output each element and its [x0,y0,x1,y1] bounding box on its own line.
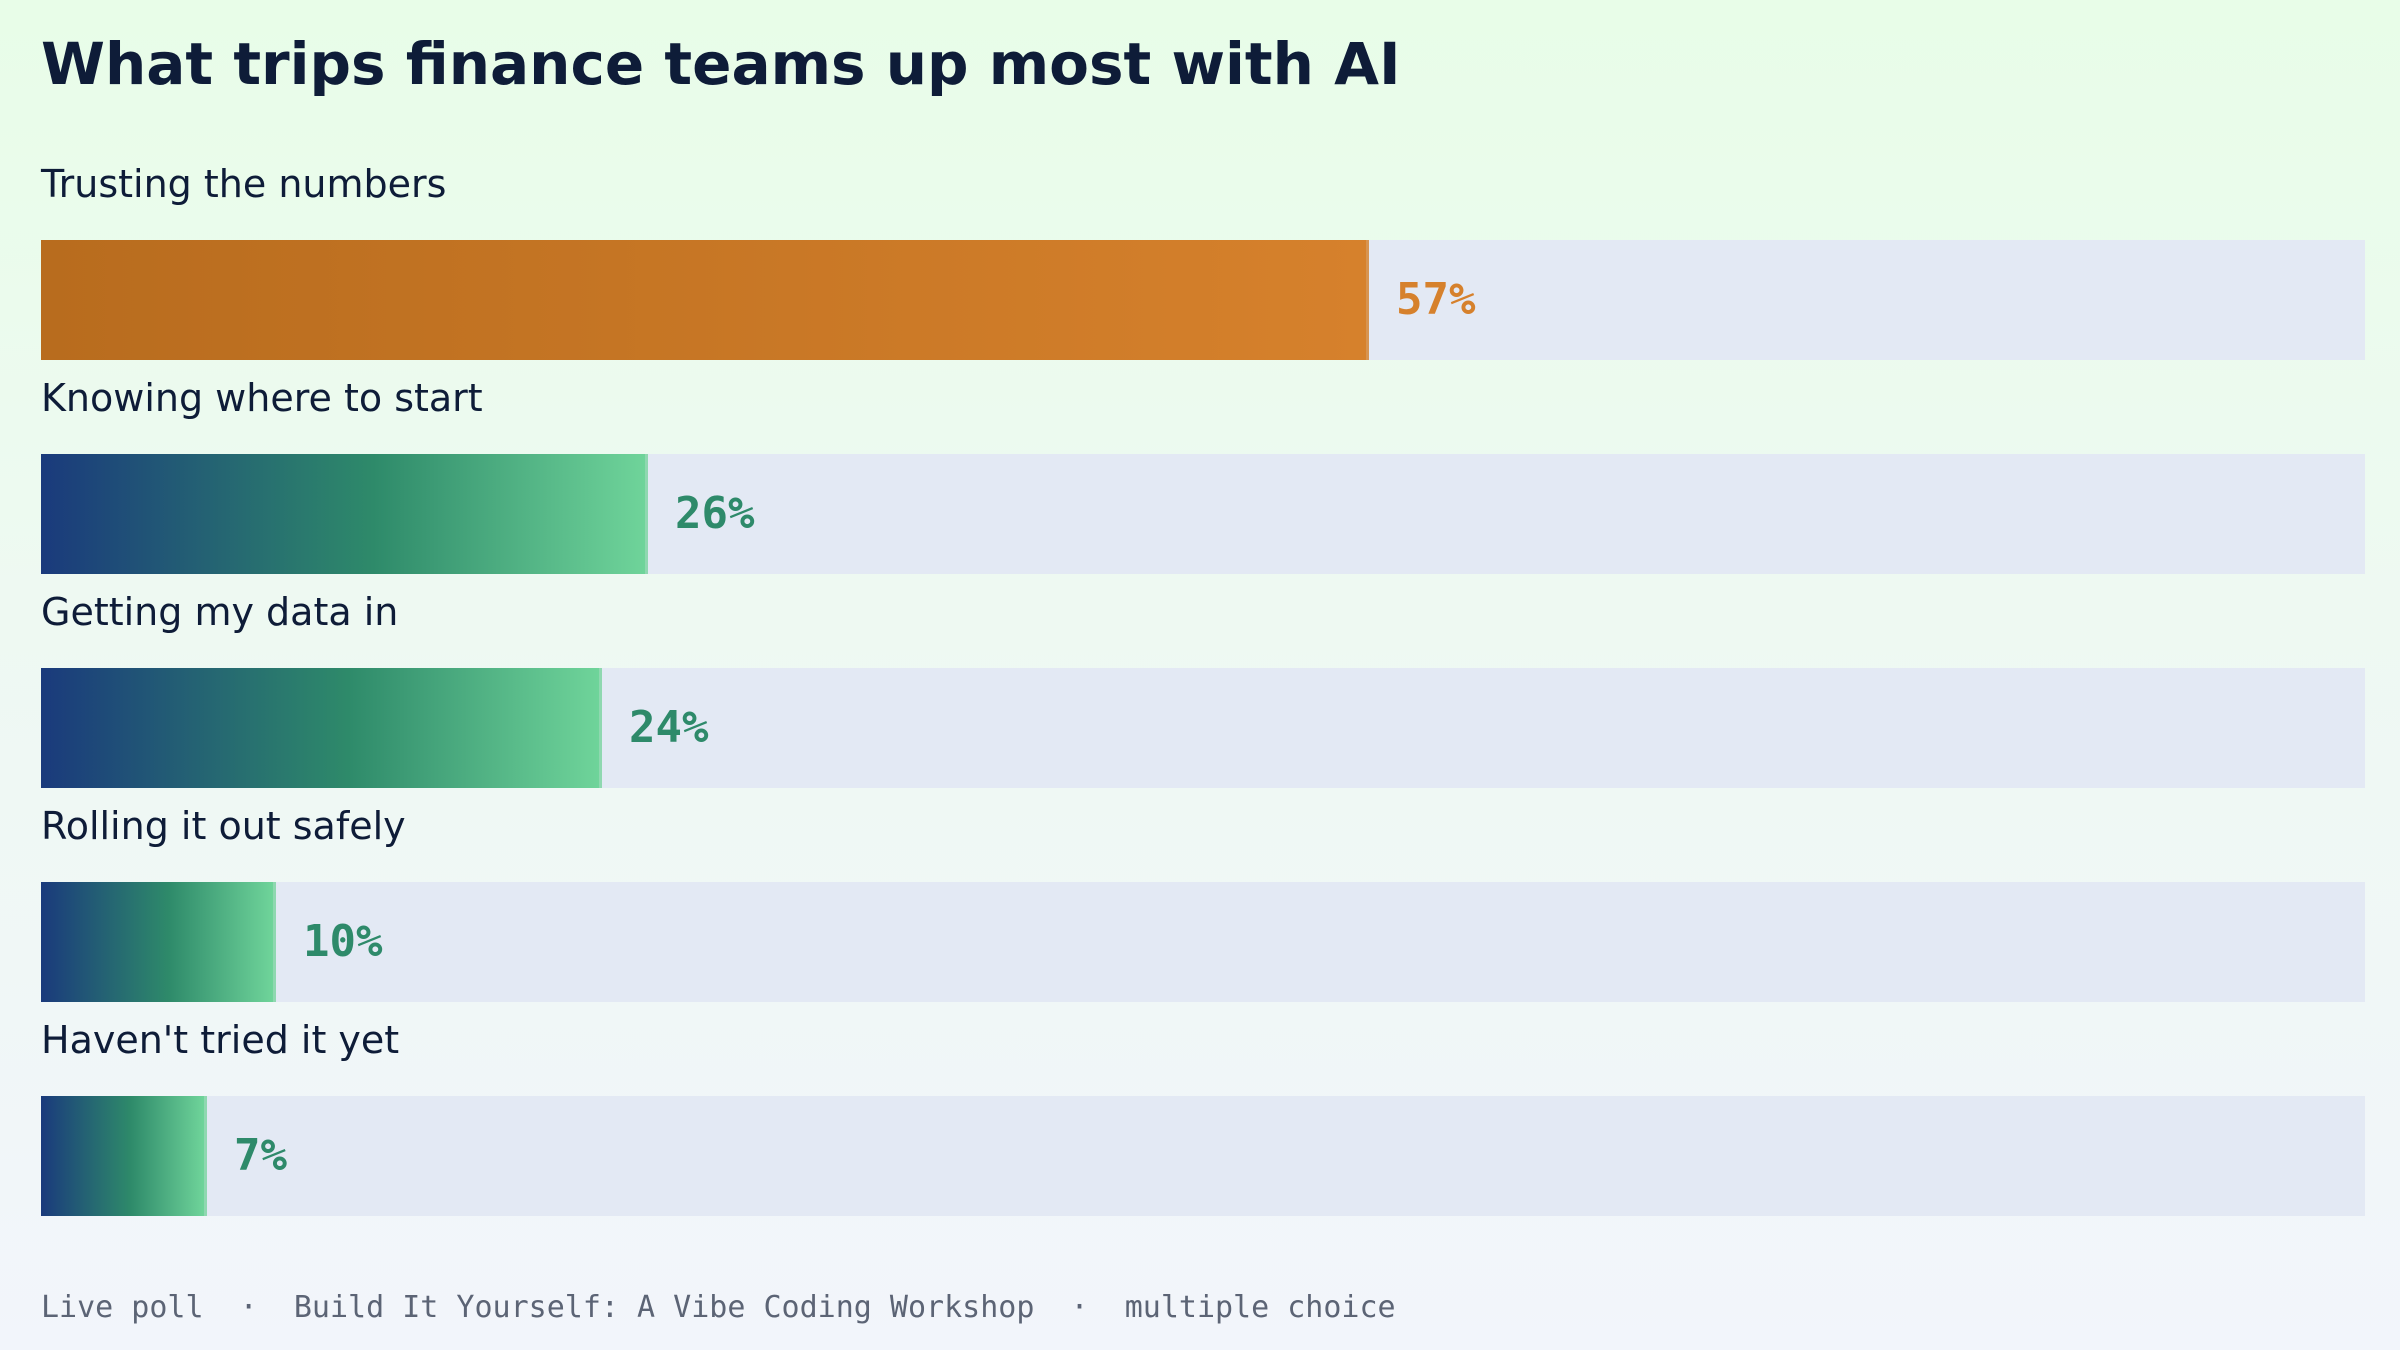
bar-track: 7% [41,1096,2365,1216]
bar-track: 24% [41,668,2365,788]
bar-value-label: 10% [303,916,383,967]
bar [41,1096,207,1216]
bar-value-label: 7% [234,1130,287,1181]
bar-row: Getting my data in 24% [41,578,2365,792]
bar-category-label: Rolling it out safely [41,804,406,848]
bar-value-label: 26% [675,488,755,539]
bar-row: Haven't tried it yet 7% [41,1006,2365,1220]
bar-row: Knowing where to start 26% [41,364,2365,578]
bar-value-label: 24% [629,702,709,753]
chart-title: What trips finance teams up most with AI [41,30,1401,98]
bar [41,454,648,574]
bar-category-label: Haven't tried it yet [41,1018,400,1062]
bar-category-label: Getting my data in [41,590,399,634]
bar [41,668,602,788]
bar-category-label: Trusting the numbers [41,162,447,206]
bar-category-label: Knowing where to start [41,376,483,420]
footer-caption: Live poll · Build It Yourself: A Vibe Co… [41,1290,1396,1325]
bar-row: Trusting the numbers 57% [41,150,2365,364]
bar-row: Rolling it out safely 10% [41,792,2365,1006]
bar [41,240,1369,360]
bar-chart: Trusting the numbers 57% Knowing where to … [41,150,2365,1230]
bar-track: 57% [41,240,2365,360]
bar-track: 26% [41,454,2365,574]
bar [41,882,276,1002]
bar-value-label: 57% [1396,274,1476,325]
bar-track: 10% [41,882,2365,1002]
